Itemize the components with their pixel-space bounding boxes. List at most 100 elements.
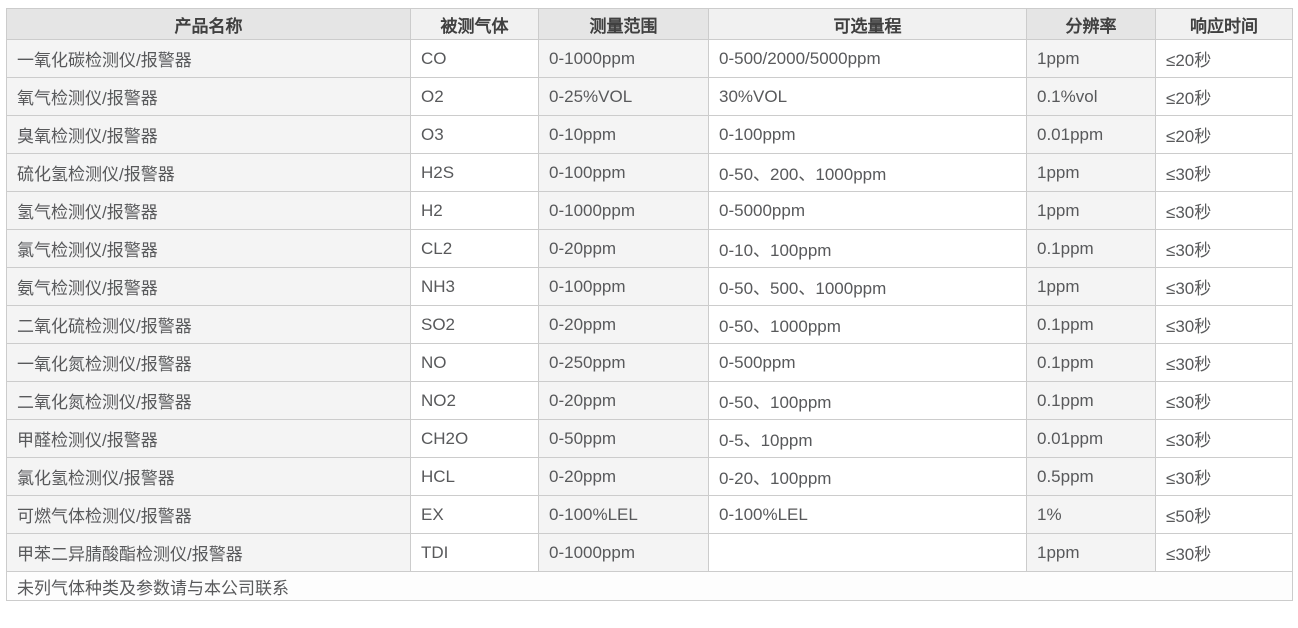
header-cell: 被测气体 xyxy=(410,8,539,40)
table-cell: 可燃气体检测仪/报警器 xyxy=(6,495,411,534)
table-cell: ≤20秒 xyxy=(1155,115,1293,154)
table-cell: O2 xyxy=(410,77,539,116)
table-cell: HCL xyxy=(410,457,539,496)
table-row: 甲醛检测仪/报警器 CH2O 0-50ppm 0-5、10ppm 0.01ppm ≤30秒 xyxy=(6,419,1293,458)
table-row: 可燃气体检测仪/报警器 EX 0-100%LEL 0-100%LEL 1% ≤50秒 xyxy=(6,495,1293,534)
table-cell: CL2 xyxy=(410,229,539,268)
table-cell: 1ppm xyxy=(1026,533,1156,572)
table-cell: H2 xyxy=(410,191,539,230)
table-cell: ≤30秒 xyxy=(1155,419,1293,458)
header-cell: 测量范围 xyxy=(538,8,709,40)
table-cell: 0-50ppm xyxy=(538,419,709,458)
table-cell: 氯化氢检测仪/报警器 xyxy=(6,457,411,496)
footer-note: 未列气体种类及参数请与本公司联系 xyxy=(6,571,1293,601)
table-cell: 0-25%VOL xyxy=(538,77,709,116)
table-cell: 0-50、200、1000ppm xyxy=(708,153,1027,192)
table-cell: 二氧化氮检测仪/报警器 xyxy=(6,381,411,420)
table-cell: 一氧化碳检测仪/报警器 xyxy=(6,39,411,78)
table-cell: 0-250ppm xyxy=(538,343,709,382)
table-cell: 0-1000ppm xyxy=(538,533,709,572)
table-cell: 0-50、100ppm xyxy=(708,381,1027,420)
table-cell: 0-5、10ppm xyxy=(708,419,1027,458)
table-body: 一氧化碳检测仪/报警器 CO 0-1000ppm 0-500/2000/5000ppm… xyxy=(6,39,1293,572)
table-cell: 0-1000ppm xyxy=(538,39,709,78)
table-cell: 0.5ppm xyxy=(1026,457,1156,496)
table-row: 臭氧检测仪/报警器 O3 0-10ppm 0-100ppm 0.01ppm ≤20秒 xyxy=(6,115,1293,154)
footer-row: 未列气体种类及参数请与本公司联系 xyxy=(6,571,1293,601)
table-cell: 一氧化氮检测仪/报警器 xyxy=(6,343,411,382)
table-cell: CO xyxy=(410,39,539,78)
table-cell: 0.01ppm xyxy=(1026,115,1156,154)
table-row: 硫化氢检测仪/报警器 H2S 0-100ppm 0-50、200、1000ppm 1pp… xyxy=(6,153,1293,192)
table-cell: CH2O xyxy=(410,419,539,458)
table-cell: 0.1ppm xyxy=(1026,381,1156,420)
table-row: 氯化氢检测仪/报警器 HCL 0-20ppm 0-20、100ppm 0.5ppm ≤30… xyxy=(6,457,1293,496)
table-cell: 0-10、100ppm xyxy=(708,229,1027,268)
table-cell: 0-100%LEL xyxy=(708,495,1027,534)
table-cell: 0.1%vol xyxy=(1026,77,1156,116)
table-cell: 氯气检测仪/报警器 xyxy=(6,229,411,268)
table-cell: NO2 xyxy=(410,381,539,420)
table-cell: 0-20、100ppm xyxy=(708,457,1027,496)
table-cell: ≤30秒 xyxy=(1155,229,1293,268)
table-cell: 1ppm xyxy=(1026,267,1156,306)
table-cell: 0-20ppm xyxy=(538,305,709,344)
header-cell: 分辨率 xyxy=(1026,8,1156,40)
table-cell: 氨气检测仪/报警器 xyxy=(6,267,411,306)
table-cell: 0.1ppm xyxy=(1026,343,1156,382)
table-cell: 0-100ppm xyxy=(538,153,709,192)
table-cell: 1ppm xyxy=(1026,39,1156,78)
table-cell: 0-500/2000/5000ppm xyxy=(708,39,1027,78)
table-cell: ≤30秒 xyxy=(1155,305,1293,344)
table-cell xyxy=(708,533,1027,572)
table-row: 甲苯二异腈酸酯检测仪/报警器 TDI 0-1000ppm 1ppm ≤30秒 xyxy=(6,533,1293,572)
table-row: 一氧化碳检测仪/报警器 CO 0-1000ppm 0-500/2000/5000ppm… xyxy=(6,39,1293,78)
table-row: 二氧化氮检测仪/报警器 NO2 0-20ppm 0-50、100ppm 0.1ppm ≤3… xyxy=(6,381,1293,420)
header-cell: 产品名称 xyxy=(6,8,411,40)
table-cell: SO2 xyxy=(410,305,539,344)
table-cell: 硫化氢检测仪/报警器 xyxy=(6,153,411,192)
table-cell: 0-20ppm xyxy=(538,381,709,420)
table-row: 一氧化氮检测仪/报警器 NO 0-250ppm 0-500ppm 0.1ppm ≤30秒 xyxy=(6,343,1293,382)
table-cell: 1ppm xyxy=(1026,191,1156,230)
table-cell: TDI xyxy=(410,533,539,572)
table-cell: O3 xyxy=(410,115,539,154)
table-cell: 氧气检测仪/报警器 xyxy=(6,77,411,116)
table-cell: 0.1ppm xyxy=(1026,229,1156,268)
table-cell: 0-100%LEL xyxy=(538,495,709,534)
table-cell: 0-50、500、1000ppm xyxy=(708,267,1027,306)
table-cell: 甲醛检测仪/报警器 xyxy=(6,419,411,458)
table-cell: ≤20秒 xyxy=(1155,77,1293,116)
table-cell: 0-100ppm xyxy=(708,115,1027,154)
table-cell: NO xyxy=(410,343,539,382)
table-cell: NH3 xyxy=(410,267,539,306)
table-cell: 氢气检测仪/报警器 xyxy=(6,191,411,230)
table-cell: 0-1000ppm xyxy=(538,191,709,230)
table-cell: 臭氧检测仪/报警器 xyxy=(6,115,411,154)
table-cell: EX xyxy=(410,495,539,534)
table-row: 氧气检测仪/报警器 O2 0-25%VOL 30%VOL 0.1%vol ≤20秒 xyxy=(6,77,1293,116)
table-cell: 0-20ppm xyxy=(538,229,709,268)
table-row: 氯气检测仪/报警器 CL2 0-20ppm 0-10、100ppm 0.1ppm ≤30秒 xyxy=(6,229,1293,268)
table-cell: 0-500ppm xyxy=(708,343,1027,382)
table-cell: ≤30秒 xyxy=(1155,457,1293,496)
table-cell: ≤30秒 xyxy=(1155,533,1293,572)
header-cell: 可选量程 xyxy=(708,8,1027,40)
table-cell: 0-100ppm xyxy=(538,267,709,306)
table-cell: ≤30秒 xyxy=(1155,381,1293,420)
table-cell: 30%VOL xyxy=(708,77,1027,116)
table-cell: ≤30秒 xyxy=(1155,343,1293,382)
table-cell: 0-5000ppm xyxy=(708,191,1027,230)
table-cell: 0-20ppm xyxy=(538,457,709,496)
table-cell: 0-10ppm xyxy=(538,115,709,154)
table-cell: 0.1ppm xyxy=(1026,305,1156,344)
table-row: 氢气检测仪/报警器 H2 0-1000ppm 0-5000ppm 1ppm ≤30秒 xyxy=(6,191,1293,230)
gas-detector-spec-table: 产品名称 被测气体 测量范围 可选量程 分辨率 响应时间 一氧化碳检测仪/报警器 CO 0-1… xyxy=(6,8,1293,601)
table-cell: ≤30秒 xyxy=(1155,191,1293,230)
table-cell: ≤20秒 xyxy=(1155,39,1293,78)
table-row: 二氧化硫检测仪/报警器 SO2 0-20ppm 0-50、1000ppm 0.1ppm ≤… xyxy=(6,305,1293,344)
table-cell: ≤50秒 xyxy=(1155,495,1293,534)
header-cell: 响应时间 xyxy=(1155,8,1293,40)
table-cell: 1% xyxy=(1026,495,1156,534)
table-cell: 0.01ppm xyxy=(1026,419,1156,458)
